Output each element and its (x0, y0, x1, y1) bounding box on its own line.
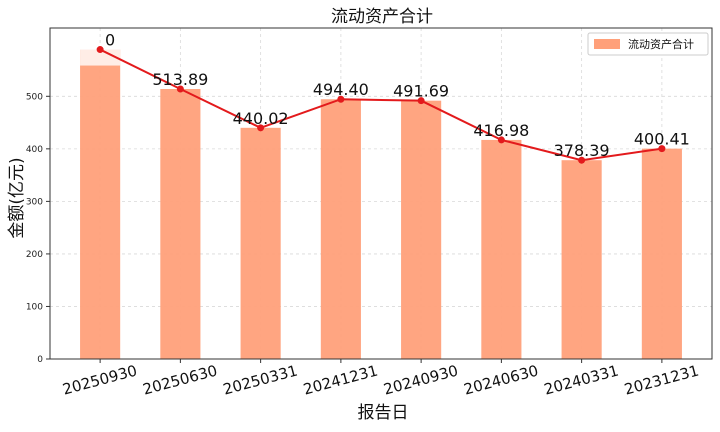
trend-line (96, 46, 666, 164)
data-label: 491.69 (393, 82, 449, 101)
trend-line-path (99, 48, 663, 162)
bar (80, 49, 121, 360)
line-point (176, 85, 184, 93)
y-tick-label: 200 (26, 250, 43, 260)
y-tick-label: 400 (26, 145, 43, 155)
bar-top-fade (80, 47, 121, 66)
data-label: 440.02 (233, 109, 289, 128)
line-point (658, 145, 666, 153)
y-tick-label: 0 (37, 355, 43, 365)
line-point (578, 156, 586, 164)
line-point (417, 97, 425, 105)
line-point (96, 46, 104, 54)
bar (320, 99, 361, 360)
legend: 流动资产合计 (587, 32, 709, 56)
y-tick-label: 100 (26, 302, 43, 312)
data-label: 513.89 (152, 70, 208, 89)
y-tick-label: 500 (26, 92, 43, 102)
bar (401, 100, 442, 359)
y-tick-label: 300 (26, 197, 43, 207)
legend-swatch (594, 39, 620, 49)
legend-label: 流动资产合计 (628, 37, 694, 51)
chart-title: 流动资产合计 (331, 7, 433, 27)
data-labels: 0 513.89 440.02 494.40 491.69 416.98 378.39 400… (105, 31, 690, 161)
x-axis-label: 报告日 (358, 403, 409, 423)
bar (481, 139, 522, 359)
data-label: 416.98 (473, 121, 529, 140)
line-point (497, 136, 505, 144)
y-axis-label: 金额(亿元) (7, 157, 27, 238)
data-label: 0 (105, 31, 115, 50)
legend-box (587, 32, 709, 56)
bars (80, 47, 682, 360)
line-point (337, 95, 345, 103)
data-label: 494.40 (313, 80, 369, 99)
bar (561, 160, 602, 359)
line-point (257, 124, 265, 132)
bar (641, 148, 682, 359)
data-label: 378.39 (554, 141, 610, 160)
bar (240, 127, 281, 360)
y-axis: 0 100 200 300 400 500 (26, 92, 50, 365)
bar (160, 89, 201, 360)
data-label: 400.41 (634, 130, 690, 149)
plot-frame (49, 27, 713, 360)
